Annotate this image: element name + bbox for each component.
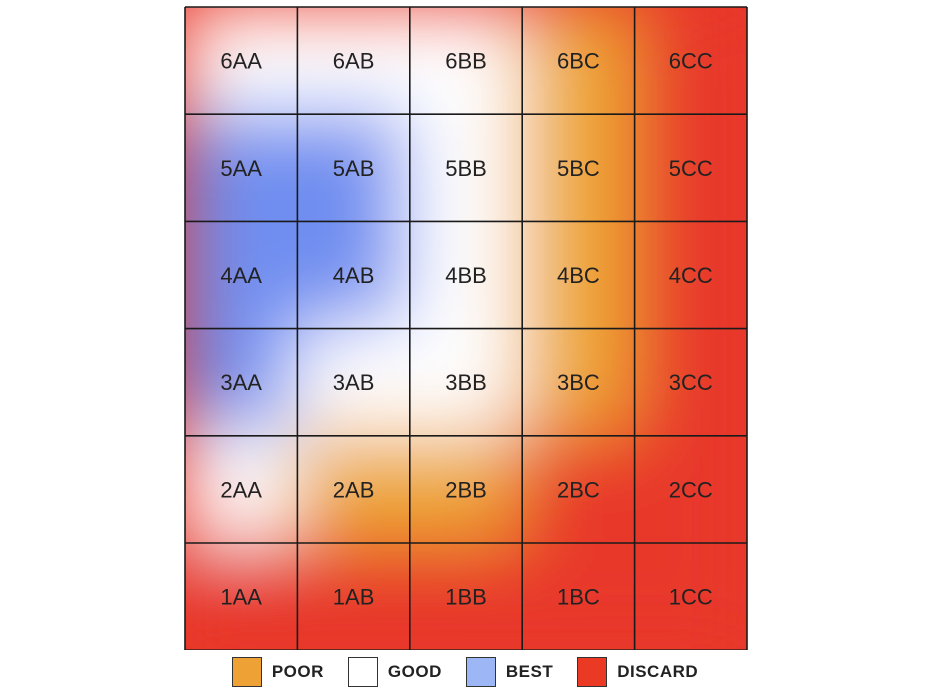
heatmap-cell-fill bbox=[405, 217, 527, 333]
cell-label: 5BC bbox=[557, 156, 600, 181]
heatmap-cell-fill bbox=[293, 431, 414, 547]
cell-label: 5BB bbox=[445, 156, 487, 181]
cell-label: 4BC bbox=[557, 263, 600, 288]
heatmap-cell-fill bbox=[630, 217, 747, 333]
cell-label: 3BC bbox=[557, 370, 600, 395]
cell-label: 3AA bbox=[220, 370, 262, 395]
legend: POOR GOOD BEST DISCARD bbox=[0, 652, 930, 692]
heatmap-cell-fill bbox=[630, 110, 747, 226]
legend-swatch bbox=[577, 657, 608, 687]
heatmap-cell-fill bbox=[293, 324, 414, 440]
cell-label: 4CC bbox=[669, 263, 713, 288]
heatmap-cell-fill bbox=[518, 110, 639, 226]
legend-label: BEST bbox=[505, 662, 554, 681]
heatmap-cell-fill bbox=[185, 539, 302, 650]
cell-label: 2BC bbox=[557, 477, 600, 502]
heatmap-cell-fill bbox=[405, 539, 527, 650]
heatmap-cell-fill bbox=[518, 539, 639, 650]
cell-label: 1AB bbox=[333, 585, 375, 610]
cell-label: 6AB bbox=[333, 49, 375, 74]
cell-label: 5AA bbox=[220, 156, 262, 181]
cell-label: 6AA bbox=[220, 49, 262, 74]
heatmap-cell-fill bbox=[185, 7, 302, 119]
cell-label: 3CC bbox=[669, 370, 713, 395]
heatmap-cell-fill bbox=[293, 539, 414, 650]
legend-item-poor: POOR bbox=[231, 657, 324, 687]
heatmap-cell-fill bbox=[405, 324, 527, 440]
cell-label: 3AB bbox=[333, 370, 375, 395]
heatmap-cell-fill bbox=[405, 431, 527, 547]
heatmap-cell-fill bbox=[630, 7, 747, 119]
heatmap-cell-fill bbox=[185, 217, 302, 333]
legend-swatch bbox=[347, 657, 378, 687]
heatmap-cell-fill bbox=[630, 539, 747, 650]
heatmap-cell-fill bbox=[518, 217, 639, 333]
heatmap-cell-fill bbox=[518, 7, 639, 119]
cell-label: 6BC bbox=[557, 49, 600, 74]
cell-label: 2AA bbox=[220, 477, 262, 502]
cell-label: 5AB bbox=[333, 156, 375, 181]
heatmap-chart: 6AA 6AB 6BB 6BC 6CC 5AA 5AB 5BB 5BC 5CC 4AA 4AB 4BB 4… bbox=[184, 6, 748, 650]
legend-label: GOOD bbox=[387, 662, 442, 681]
heatmap-cell-fill bbox=[185, 324, 302, 440]
cell-label: 1BB bbox=[445, 585, 487, 610]
cell-label: 1AA bbox=[220, 585, 262, 610]
cell-label: 6BB bbox=[445, 49, 487, 74]
cell-label: 6CC bbox=[669, 49, 713, 74]
heatmap-cell-fill bbox=[293, 217, 414, 333]
heatmap-cell-fill bbox=[518, 324, 639, 440]
heatmap-cell-fill bbox=[185, 110, 302, 226]
legend-label: DISCARD bbox=[617, 662, 699, 681]
heatmap-cell-fill bbox=[630, 324, 747, 440]
cell-label: 2BB bbox=[445, 477, 487, 502]
heatmap-cell-fill bbox=[518, 431, 639, 547]
legend-label: POOR bbox=[271, 662, 324, 681]
heatmap-cell-fill bbox=[405, 7, 527, 119]
heatmap-cell-fill bbox=[405, 110, 527, 226]
heatmap-cell-fill bbox=[185, 431, 302, 547]
cell-label: 1BC bbox=[557, 585, 600, 610]
cell-label: 4BB bbox=[445, 263, 487, 288]
heatmap-cell-fill bbox=[293, 110, 414, 226]
legend-swatch bbox=[465, 657, 496, 687]
cell-label: 1CC bbox=[669, 585, 713, 610]
legend-item-good: GOOD bbox=[347, 657, 442, 687]
cell-label: 3BB bbox=[445, 370, 487, 395]
legend-item-best: BEST bbox=[465, 657, 554, 687]
cell-label: 4AB bbox=[333, 263, 375, 288]
cell-label: 5CC bbox=[669, 156, 713, 181]
heatmap-cell-fill bbox=[630, 431, 747, 547]
legend-swatch bbox=[231, 657, 262, 687]
cell-label: 4AA bbox=[220, 263, 262, 288]
cell-label: 2AB bbox=[333, 477, 375, 502]
heatmap-cell-fill bbox=[293, 7, 414, 119]
legend-item-discard: DISCARD bbox=[577, 657, 698, 687]
cell-label: 2CC bbox=[669, 477, 713, 502]
